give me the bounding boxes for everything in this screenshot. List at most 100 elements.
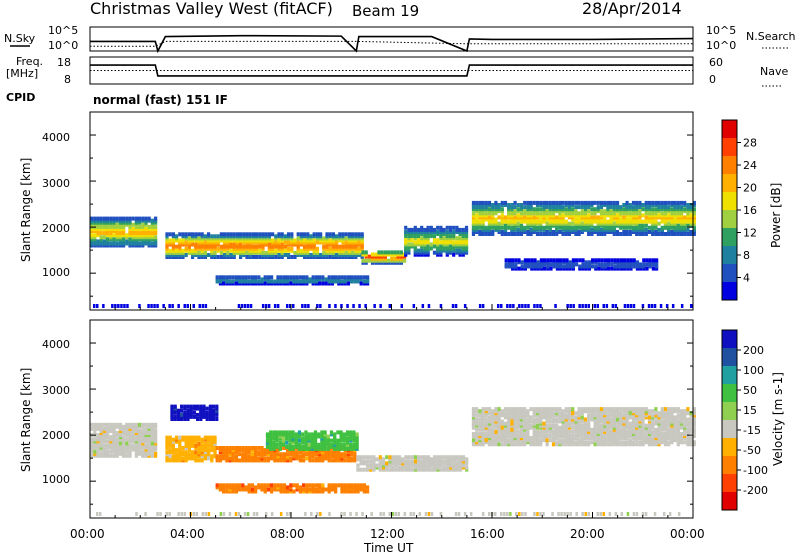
heatmap-cell xyxy=(184,456,188,461)
heatmap-cell xyxy=(564,427,568,432)
heatmap-cell xyxy=(165,242,169,247)
heatmap-cell xyxy=(90,441,94,446)
heatmap-cell xyxy=(225,456,229,461)
heatmap-cell xyxy=(413,459,418,464)
heatmap-cell xyxy=(689,427,693,432)
heatmap-cell xyxy=(619,213,623,218)
heatmap-cell xyxy=(626,258,630,263)
heatmap-cell xyxy=(380,256,384,261)
heatmap-cell xyxy=(147,435,151,440)
heatmap-cell xyxy=(343,279,347,284)
heatmap-cell xyxy=(215,412,219,417)
heatmap-cell xyxy=(590,203,594,207)
heatmap-cell xyxy=(304,442,308,447)
heatmap-cell xyxy=(350,277,354,282)
heatmap-cell xyxy=(625,207,629,212)
heatmap-cell xyxy=(625,219,629,224)
heatmap-cell xyxy=(423,459,427,464)
heatmap-cell xyxy=(686,432,690,436)
heatmap-cell xyxy=(432,227,437,232)
heatmap-cell xyxy=(558,207,562,212)
heatmap-cell xyxy=(242,236,246,241)
heatmap-cell xyxy=(561,413,565,418)
heatmap-cell xyxy=(654,203,658,207)
heatmap-cell xyxy=(335,244,339,249)
heatmap-cell xyxy=(612,225,616,230)
heatmap-cell xyxy=(318,277,322,282)
heatmap-cell xyxy=(207,253,211,257)
heatmap-cell xyxy=(625,211,629,216)
heatmap-cell xyxy=(545,440,549,445)
heatmap-cell xyxy=(122,222,126,227)
heatmap-cell xyxy=(144,237,148,242)
heatmap-cell xyxy=(478,427,482,432)
heatmap-cell xyxy=(478,200,482,205)
heatmap-cell xyxy=(603,407,607,412)
heatmap-cell xyxy=(561,217,565,222)
heatmap-cell xyxy=(184,246,188,251)
heatmap-cell xyxy=(519,409,524,414)
heatmap-cell xyxy=(692,227,696,232)
heatmap-cell xyxy=(378,455,382,460)
heatmap-cell xyxy=(577,213,581,218)
heatmap-cell xyxy=(497,423,501,428)
heatmap-cell xyxy=(131,429,135,433)
heatmap-cell xyxy=(577,225,581,230)
heatmap-cell xyxy=(542,213,546,218)
heatmap-cell xyxy=(307,304,310,308)
heatmap-cell xyxy=(351,238,355,243)
heatmap-cell xyxy=(413,230,417,234)
heatmap-cell xyxy=(625,432,629,436)
heatmap-cell xyxy=(150,447,154,452)
heatmap-cell xyxy=(567,438,572,443)
heatmap-cell xyxy=(578,304,581,308)
heatmap-cell xyxy=(96,451,100,456)
heatmap-cell xyxy=(207,443,211,448)
freq-left-tick-bottom: 8 xyxy=(64,73,71,86)
heatmap-cell xyxy=(292,456,296,461)
heatmap-cell xyxy=(600,266,604,271)
heatmap-cell xyxy=(245,246,249,251)
heatmap-cell xyxy=(625,417,629,422)
heatmap-cell xyxy=(380,254,384,259)
heatmap-cell xyxy=(297,444,302,449)
heatmap-cell xyxy=(481,304,485,308)
heatmap-cell xyxy=(478,438,482,443)
heatmap-cell xyxy=(128,233,132,238)
heatmap-cell xyxy=(471,203,476,207)
heatmap-cell xyxy=(590,432,594,436)
heatmap-cell xyxy=(616,258,620,263)
noise-right-tick-bottom: 10^0 xyxy=(706,39,736,52)
heatmap-cell xyxy=(322,244,326,249)
heatmap-cell xyxy=(239,242,243,247)
heatmap-cell xyxy=(535,207,540,212)
heatmap-cell xyxy=(272,436,276,441)
heatmap-cell xyxy=(587,203,591,207)
heatmap-cell xyxy=(429,230,433,234)
heatmap-cell xyxy=(638,205,642,210)
heatmap-cell xyxy=(564,417,568,422)
heatmap-cell xyxy=(203,441,207,446)
heatmap-cell xyxy=(354,236,358,241)
heatmap-cell xyxy=(670,429,674,434)
heatmap-cell xyxy=(355,432,359,437)
heatmap-cell xyxy=(260,485,264,490)
heatmap-cell xyxy=(532,211,536,216)
heatmap-cell xyxy=(426,230,430,234)
heatmap-cell xyxy=(279,452,283,457)
heatmap-cell xyxy=(558,407,562,412)
heatmap-cell xyxy=(298,450,302,455)
heatmap-cell xyxy=(571,407,575,412)
heatmap-cell xyxy=(341,238,345,243)
heatmap-cell xyxy=(261,304,265,308)
heatmap-cell xyxy=(639,266,643,271)
heatmap-cell xyxy=(484,203,488,207)
heatmap-cell xyxy=(660,419,664,424)
heatmap-cell xyxy=(210,454,214,459)
heatmap-cell xyxy=(394,467,398,472)
heatmap-cell xyxy=(355,444,359,449)
heatmap-cell xyxy=(676,219,680,224)
heatmap-cell xyxy=(251,250,255,255)
heatmap-cell xyxy=(567,200,572,205)
heatmap-cell xyxy=(670,427,674,432)
